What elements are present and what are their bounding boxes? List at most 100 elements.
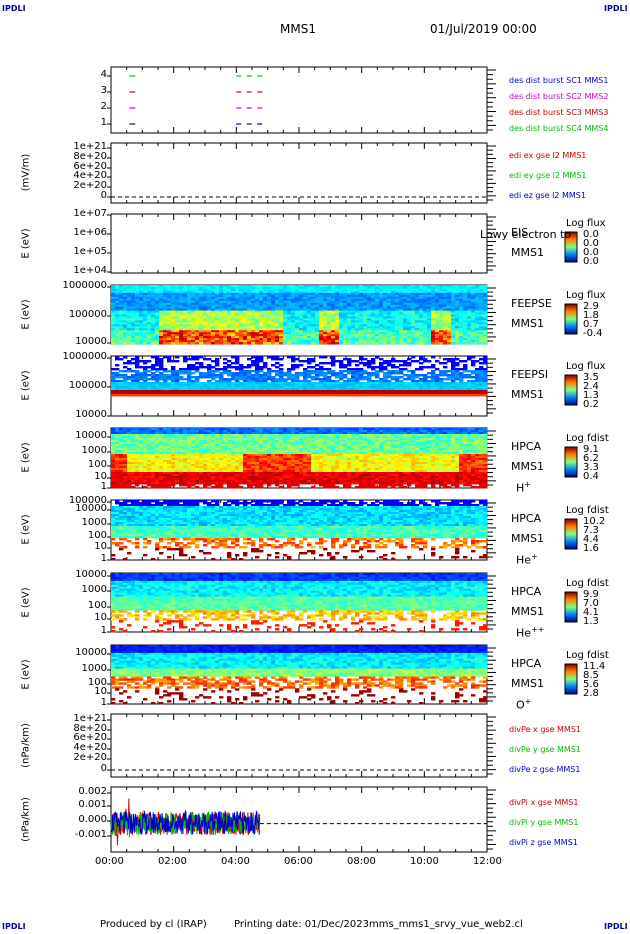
spectrogram-cell <box>215 374 220 377</box>
spectrogram-cell <box>307 304 312 308</box>
spectrogram-cell <box>143 286 148 290</box>
spectrogram-cell <box>247 358 252 361</box>
spectrogram-cell <box>279 382 284 385</box>
spectrogram-cell <box>479 285 484 288</box>
spectrogram-cell <box>167 300 172 304</box>
spectrogram-cell <box>259 308 264 311</box>
spectrogram-cell <box>359 328 364 331</box>
spectrogram-cell <box>403 300 408 304</box>
spectrogram-cell <box>395 332 400 335</box>
spectrogram-cell <box>111 296 116 300</box>
spectrogram-cell <box>315 340 320 343</box>
spectrogram-cell <box>339 302 344 306</box>
spectrogram-cell <box>343 382 348 385</box>
spectrogram-cell <box>271 316 276 319</box>
spectrogram-cell <box>211 340 216 343</box>
spectrogram-cell <box>211 370 216 373</box>
spectrogram-cell <box>147 296 152 300</box>
spectrogram-cell <box>131 322 136 325</box>
spectrogram-cell <box>331 298 336 302</box>
spectrogram-cell <box>191 366 196 369</box>
spectrogram-cell <box>315 306 320 309</box>
spectrogram-cell <box>183 360 188 363</box>
spectrogram-cell <box>359 382 364 385</box>
spectrogram-cell <box>291 368 296 371</box>
xtick-2: 04:00 <box>221 856 250 867</box>
spectrogram-cell <box>451 376 456 379</box>
spectrogram-cell <box>263 338 268 341</box>
spectrogram-cell <box>199 356 204 359</box>
spectrogram-cell <box>155 285 160 288</box>
spectrogram-cell <box>135 298 140 302</box>
spectrogram-cell <box>163 342 168 345</box>
spectrogram-cell <box>459 285 464 288</box>
spectrogram-cell <box>271 302 276 306</box>
spectrogram-cell <box>171 294 176 298</box>
spectrogram-cell <box>211 322 216 325</box>
spectrogram-cell <box>207 386 212 389</box>
spectrogram-cell <box>427 314 432 317</box>
spectrogram-cell <box>427 324 432 327</box>
spectrogram-cell <box>123 322 128 325</box>
spectrogram-cell <box>375 286 380 290</box>
spectrogram-cell <box>259 370 264 373</box>
spectrogram-cell <box>247 334 252 337</box>
spectrogram-cell <box>291 288 296 292</box>
spectrogram-cell <box>307 360 312 363</box>
spectrogram-cell <box>291 302 296 306</box>
spectrogram-cell <box>215 318 220 321</box>
spectrogram-cell <box>447 304 452 308</box>
spectrogram-cell <box>447 388 452 391</box>
spectrogram-cell <box>211 324 216 327</box>
spectrogram-cell <box>475 312 480 315</box>
spectrogram-cell <box>155 382 160 385</box>
spectrogram-cell <box>339 388 344 391</box>
spectrogram-cell <box>227 364 232 367</box>
spectrogram-cell <box>371 366 376 369</box>
spectrogram-cell <box>379 382 384 385</box>
spectrogram-cell <box>339 310 344 313</box>
spectrogram-cell <box>455 324 460 327</box>
spectrogram-cell <box>179 326 184 329</box>
spectrogram-cell <box>427 380 432 383</box>
spectrogram-cell <box>275 292 280 296</box>
spectrogram-cell <box>307 386 312 389</box>
spectrogram-cell <box>403 294 408 298</box>
spectrogram-cell <box>463 392 468 395</box>
spectrogram-cell <box>215 322 220 325</box>
spectrogram-cell <box>315 326 320 329</box>
spectrogram-cell <box>383 368 388 371</box>
spectrogram-cell <box>119 388 124 391</box>
spectrogram-cell <box>419 320 424 323</box>
spectrogram-cell <box>423 376 428 379</box>
spectrogram-cell <box>323 290 328 294</box>
spectrogram-cell <box>167 294 172 298</box>
spectrogram-cell <box>139 294 144 298</box>
spectrogram-cell <box>455 288 460 292</box>
spectrogram-cell <box>399 370 404 373</box>
spectrogram-cell <box>451 392 456 395</box>
spectrogram-cell <box>307 288 312 292</box>
spectrogram-cell <box>355 342 360 345</box>
spectrogram-cell <box>115 372 120 375</box>
spectrogram-cell <box>251 322 256 325</box>
spectrogram-cell <box>307 322 312 325</box>
spectrogram-cell <box>263 298 268 302</box>
spectrogram-cell <box>311 308 316 311</box>
spectrogram-cell <box>163 285 168 288</box>
spectrogram-cell <box>119 386 124 389</box>
spectrogram-cell <box>239 334 244 337</box>
spectrogram-cell <box>167 334 172 337</box>
spectrogram-cell <box>111 306 116 309</box>
spectrogram-cell <box>399 342 404 345</box>
spectrogram-cell <box>167 328 172 331</box>
spectrogram-cell <box>367 314 372 317</box>
spectrogram-cell <box>251 328 256 331</box>
spectrogram-cell <box>167 308 172 311</box>
spectrogram-cell <box>443 338 448 341</box>
spectrogram-cell <box>219 306 224 309</box>
spectrogram-cell <box>139 322 144 325</box>
spectrogram-cell <box>375 292 380 296</box>
spectrogram-cell <box>343 304 348 308</box>
spectrogram-cell <box>375 324 380 327</box>
